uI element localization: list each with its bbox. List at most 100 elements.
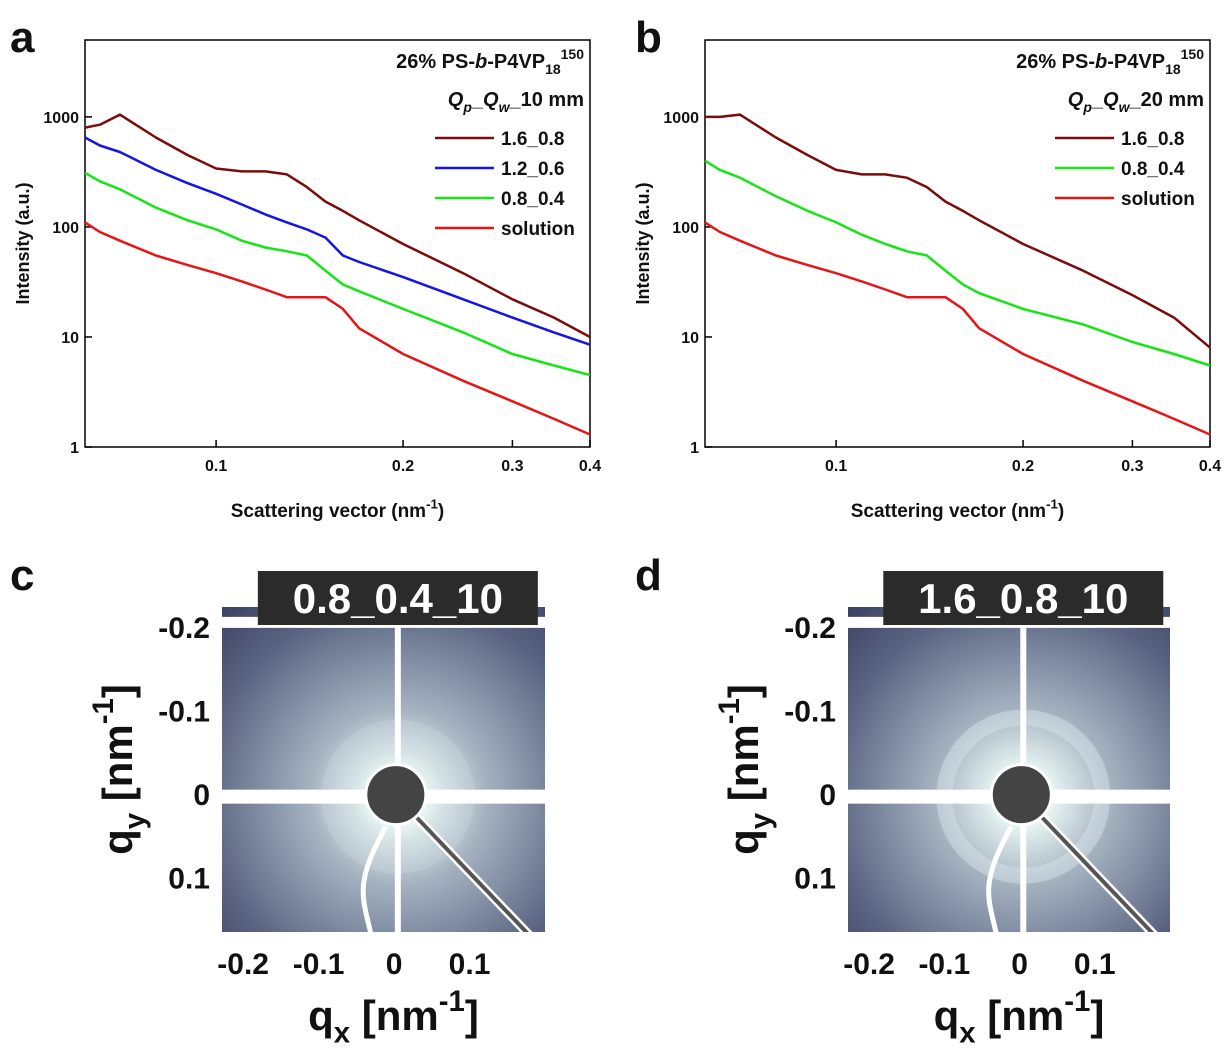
text-part: -1 bbox=[87, 698, 120, 724]
text-part: ] bbox=[94, 684, 141, 698]
text-part: [nm bbox=[350, 992, 439, 1039]
text-part: -1 bbox=[713, 698, 746, 724]
text-part: [nm bbox=[720, 724, 767, 813]
x-tick-label: 0.4 bbox=[1199, 458, 1221, 475]
legend-title: Qp_Qw_10 mm bbox=[448, 89, 584, 115]
y-tick-label: -0.2 bbox=[158, 612, 210, 645]
y-axis-label: Intensity (a.u.) bbox=[13, 182, 33, 304]
text-part: Q bbox=[1103, 89, 1119, 111]
text-part: b bbox=[475, 51, 487, 73]
series-line bbox=[84, 171, 591, 377]
y-tick-label: 0.1 bbox=[168, 863, 210, 896]
text-part: ) bbox=[1058, 501, 1064, 522]
y-tick-label: 1 bbox=[690, 440, 699, 457]
y-axis-label: qy [nm-1] bbox=[87, 684, 152, 855]
panel-label: d bbox=[635, 551, 662, 600]
wire bbox=[360, 825, 389, 932]
x-tick-label: 0.2 bbox=[1012, 458, 1034, 475]
text-part: x bbox=[334, 1017, 351, 1050]
x-tick-label: -0.1 bbox=[293, 948, 345, 981]
y-tick-label: -0.2 bbox=[784, 612, 836, 645]
x-axis-label: Scattering vector (nm-1) bbox=[231, 496, 444, 522]
x-tick-label: -0.2 bbox=[843, 948, 895, 981]
text-part: 26% PS- bbox=[1016, 51, 1095, 73]
y-axis-label: qy [nm-1] bbox=[713, 684, 778, 855]
y-tick-label: 10 bbox=[681, 330, 699, 347]
text-part: ] bbox=[1090, 992, 1104, 1039]
x-tick-label: 0.1 bbox=[449, 948, 491, 981]
text-part: 18 bbox=[545, 61, 561, 77]
scattering-image bbox=[222, 607, 545, 932]
series-line bbox=[704, 221, 1211, 436]
legend-title: Qp_Qw_20 mm bbox=[1068, 89, 1204, 115]
text-part: q bbox=[934, 992, 960, 1039]
text-part: Q bbox=[1068, 89, 1084, 111]
text-part: 26% PS- bbox=[396, 51, 475, 73]
text-part: -1 bbox=[426, 496, 438, 511]
text-part: x bbox=[959, 1017, 976, 1050]
y-tick-label: 1000 bbox=[43, 110, 79, 127]
x-tick-label: 0.1 bbox=[1074, 948, 1116, 981]
y-tick-label: 0 bbox=[193, 779, 210, 812]
y-tick-label: 100 bbox=[672, 220, 699, 237]
x-tick-label: 0.4 bbox=[579, 458, 601, 475]
legend-label: 0.8_0.4 bbox=[501, 189, 565, 210]
plot-frame bbox=[84, 39, 591, 448]
legend-label: 1.6_0.8 bbox=[1121, 129, 1184, 150]
y-tick-label: 10 bbox=[61, 330, 79, 347]
text-part: y bbox=[119, 812, 152, 829]
text-part: b bbox=[1095, 51, 1107, 73]
y-tick-label: 0.1 bbox=[794, 863, 836, 896]
text-part: Q bbox=[448, 89, 464, 111]
text-part: 150 bbox=[1181, 46, 1205, 62]
text-part: _ bbox=[471, 89, 484, 111]
x-tick-label: 0.3 bbox=[1121, 458, 1143, 475]
chart-title: 26% PS-b-P4VP18150 bbox=[1016, 46, 1204, 77]
text-part: 10 mm bbox=[521, 89, 584, 111]
text-part: Scattering vector (nm bbox=[851, 501, 1046, 522]
text-part: Q bbox=[483, 89, 499, 111]
x-axis-label: qx [nm-1] bbox=[934, 985, 1105, 1050]
text-part: w bbox=[1119, 99, 1131, 115]
x-tick-label: -0.2 bbox=[217, 948, 269, 981]
text-part: q bbox=[94, 829, 141, 855]
text-part: ] bbox=[720, 684, 767, 698]
series-line bbox=[84, 136, 591, 346]
text-part: _ bbox=[1129, 89, 1142, 111]
x-tick-label: 0.1 bbox=[205, 458, 227, 475]
image-label: 0.8_0.4_10 bbox=[293, 575, 503, 622]
legend-label: solution bbox=[501, 219, 575, 240]
text-part: [nm bbox=[94, 724, 141, 813]
text-part: 18 bbox=[1165, 61, 1181, 77]
text-part: -P4VP bbox=[487, 51, 545, 73]
x-tick-label: 0.2 bbox=[392, 458, 414, 475]
beamstop-arm bbox=[414, 815, 530, 932]
y-tick-label: -0.1 bbox=[158, 696, 210, 729]
text-part: p bbox=[462, 99, 472, 115]
label-box bbox=[257, 571, 538, 625]
text-part: y bbox=[745, 812, 778, 829]
x-tick-label: 0 bbox=[1011, 948, 1028, 981]
legend-label: 0.8_0.4 bbox=[1121, 159, 1185, 180]
series-line bbox=[704, 159, 1211, 367]
text-part: ] bbox=[465, 992, 479, 1039]
x-tick-label: 0 bbox=[386, 948, 403, 981]
panel-label: b bbox=[635, 13, 662, 62]
y-tick-label: 1 bbox=[70, 440, 79, 457]
y-axis-label: Intensity (a.u.) bbox=[633, 182, 653, 304]
label-box bbox=[883, 571, 1164, 625]
series-line bbox=[84, 113, 591, 339]
image-label: 1.6_0.8_10 bbox=[918, 575, 1128, 622]
plot-frame bbox=[704, 39, 1211, 448]
y-tick-label: 100 bbox=[52, 220, 79, 237]
text-part: q bbox=[308, 992, 334, 1039]
legend-label: 1.6_0.8 bbox=[501, 129, 564, 150]
beamstop bbox=[364, 763, 428, 827]
beamstop-arm bbox=[1039, 815, 1155, 932]
wire bbox=[986, 825, 1014, 932]
text-part: -P4VP bbox=[1107, 51, 1165, 73]
text-part: ) bbox=[438, 501, 444, 522]
legend-label: 1.2_0.6 bbox=[501, 159, 564, 180]
beamstop bbox=[989, 763, 1053, 827]
chart-title: 26% PS-b-P4VP18150 bbox=[396, 46, 584, 77]
